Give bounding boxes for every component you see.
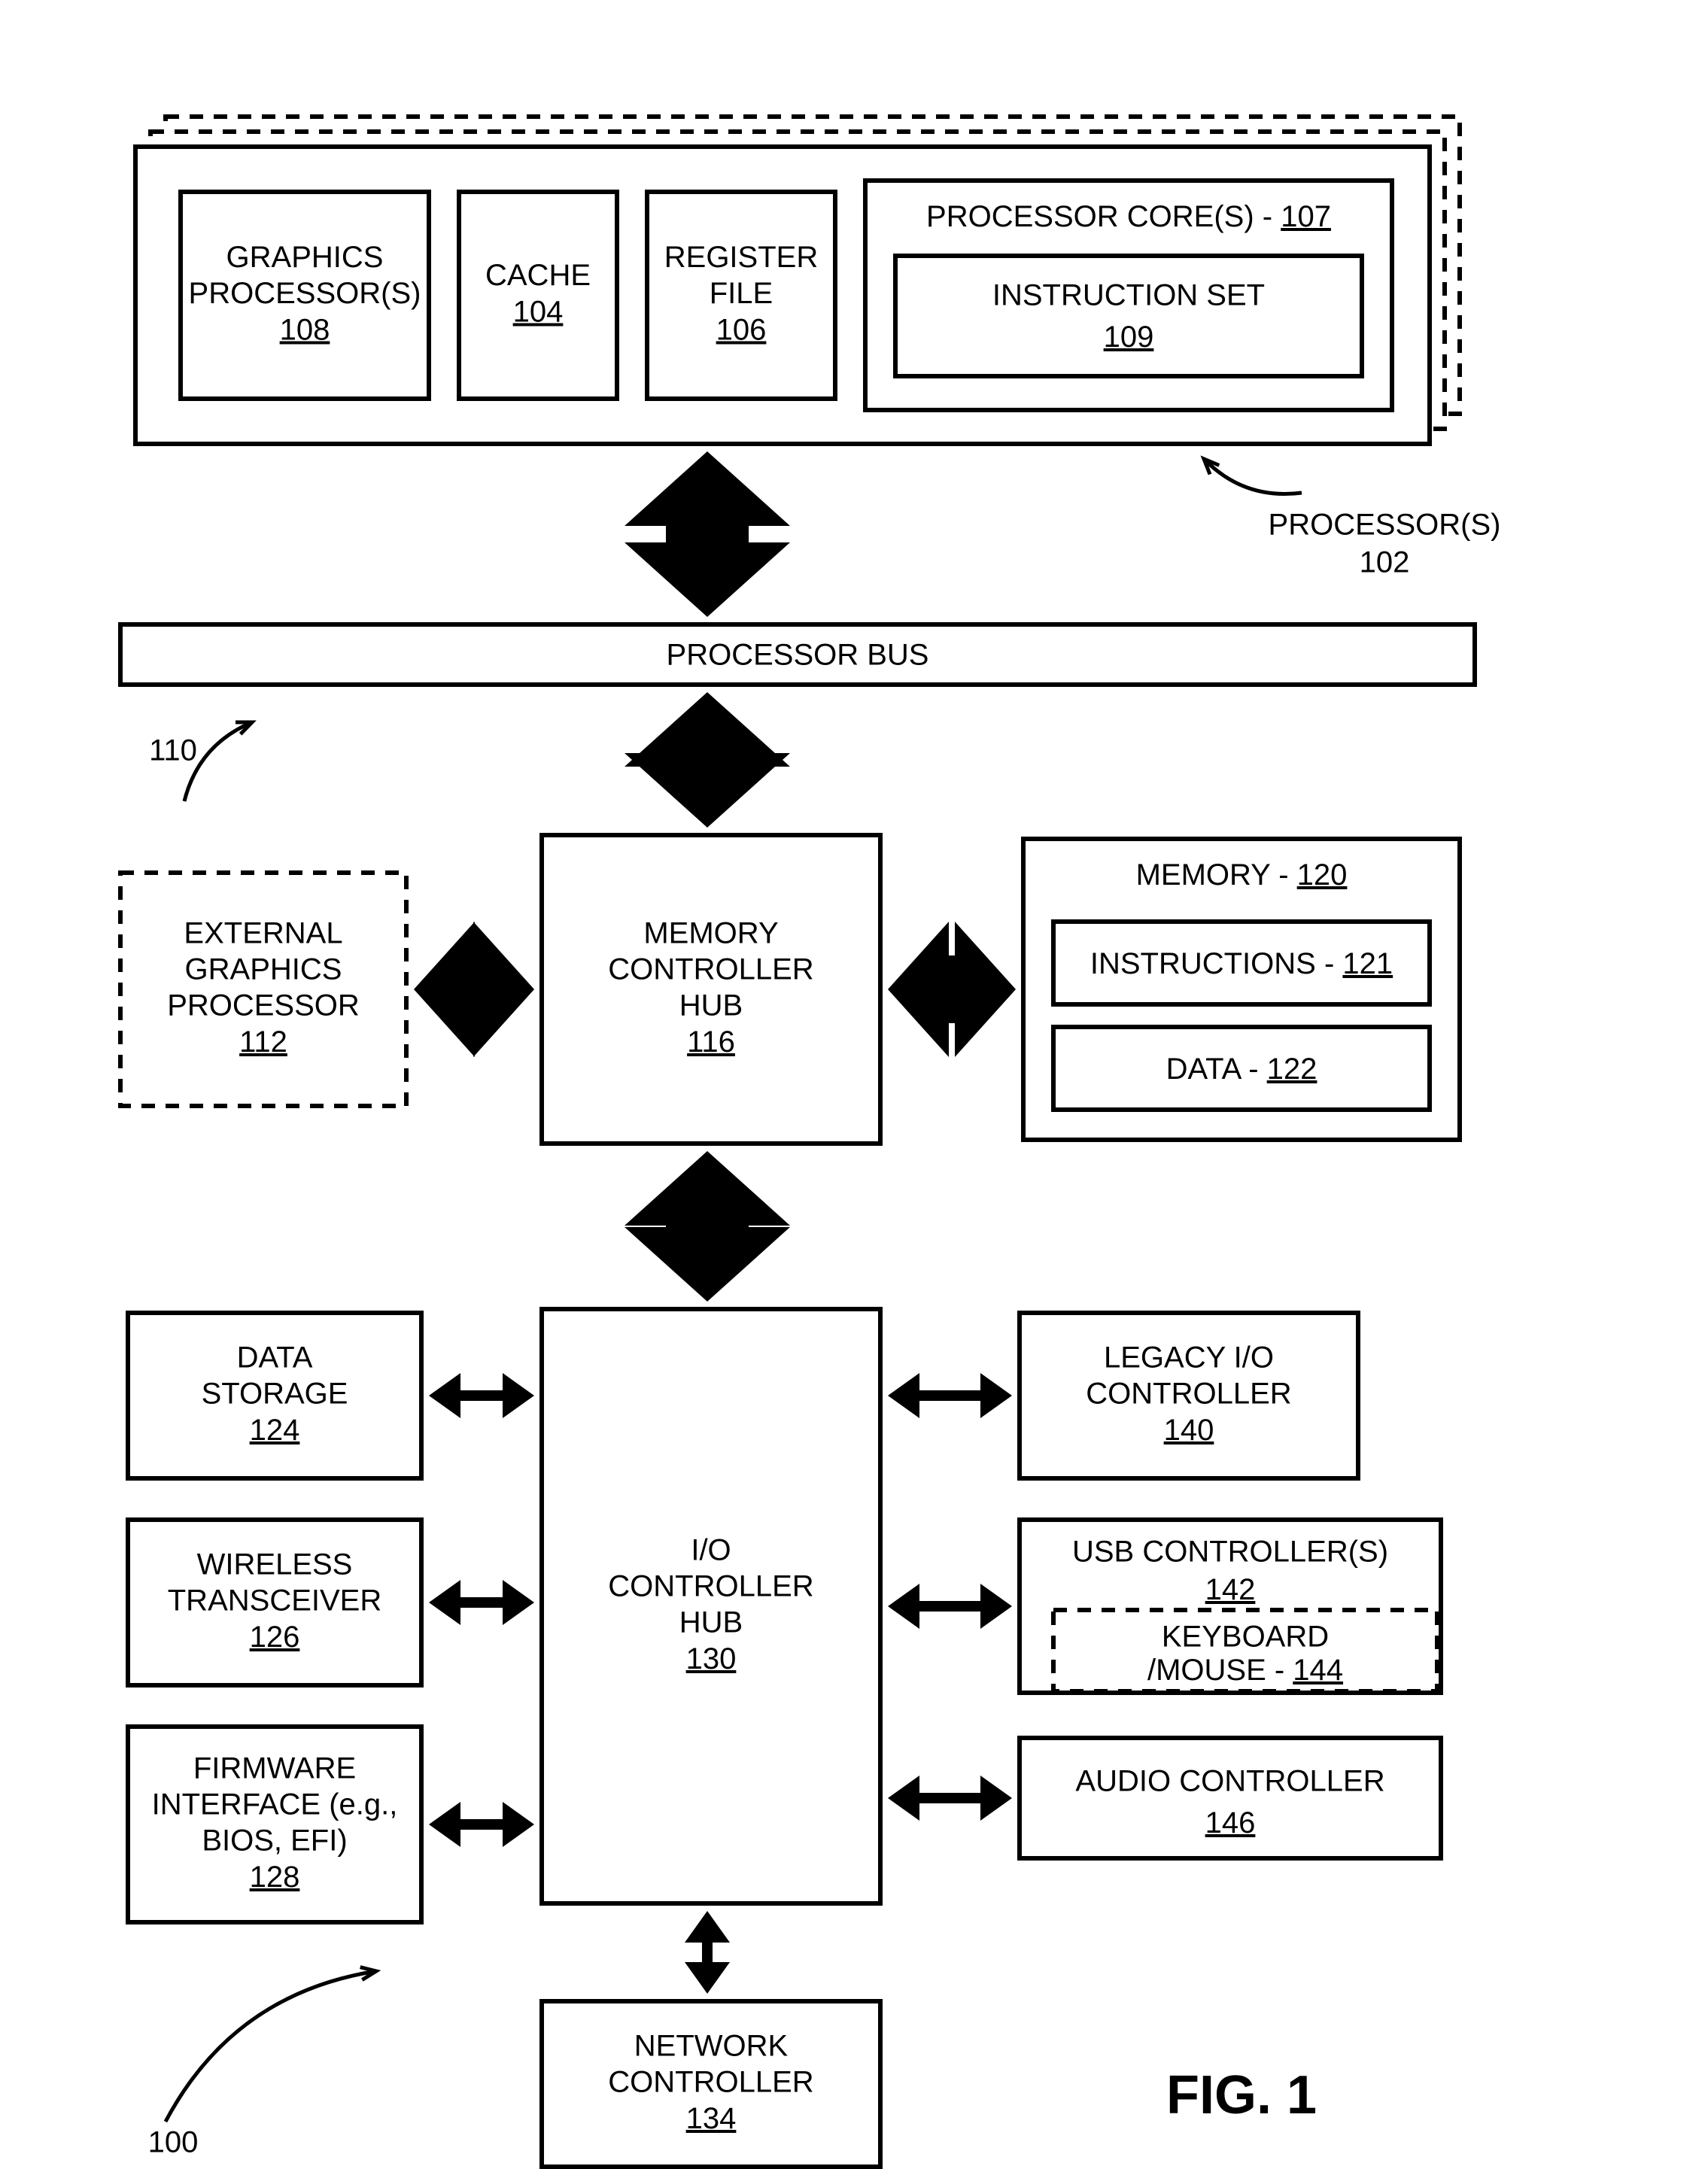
svg-text:142: 142 xyxy=(1205,1573,1256,1606)
svg-text:STORAGE: STORAGE xyxy=(202,1378,348,1411)
svg-text:DATA - 122: DATA - 122 xyxy=(1166,1053,1317,1086)
svg-text:109: 109 xyxy=(1104,320,1154,354)
svg-text:DATA: DATA xyxy=(237,1341,313,1375)
svg-text:140: 140 xyxy=(1164,1414,1214,1447)
svg-text:124: 124 xyxy=(250,1414,300,1447)
svg-text:146: 146 xyxy=(1205,1806,1256,1839)
svg-text:CONTROLLER: CONTROLLER xyxy=(608,2066,813,2099)
svg-text:134: 134 xyxy=(686,2102,737,2135)
svg-text:BIOS, EFI): BIOS, EFI) xyxy=(202,1824,347,1858)
svg-text:PROCESSOR BUS: PROCESSOR BUS xyxy=(667,639,929,672)
svg-text:REGISTER: REGISTER xyxy=(664,241,818,274)
svg-text:INSTRUCTION SET: INSTRUCTION SET xyxy=(992,279,1265,312)
svg-text:LEGACY I/O: LEGACY I/O xyxy=(1104,1341,1274,1375)
svg-text:110: 110 xyxy=(149,734,197,767)
svg-text:CACHE: CACHE xyxy=(485,259,591,292)
svg-text:INSTRUCTIONS - 121: INSTRUCTIONS - 121 xyxy=(1090,947,1393,980)
svg-text:100: 100 xyxy=(148,2126,199,2159)
svg-text:GRAPHICS: GRAPHICS xyxy=(226,241,384,274)
svg-text:MEMORY: MEMORY xyxy=(643,917,778,950)
svg-text:130: 130 xyxy=(686,1642,737,1675)
svg-text:FIG. 1: FIG. 1 xyxy=(1166,2065,1317,2125)
svg-text:PROCESSOR: PROCESSOR xyxy=(167,989,360,1022)
svg-text:PROCESSOR CORE(S) - 107: PROCESSOR CORE(S) - 107 xyxy=(926,200,1331,233)
svg-text:MEMORY - 120: MEMORY - 120 xyxy=(1136,858,1348,892)
svg-text:FIRMWARE: FIRMWARE xyxy=(193,1752,356,1785)
svg-text:GRAPHICS: GRAPHICS xyxy=(185,953,342,986)
svg-text:HUB: HUB xyxy=(679,1606,743,1639)
svg-text:/MOUSE - 144: /MOUSE - 144 xyxy=(1147,1654,1343,1687)
svg-text:FILE: FILE xyxy=(710,277,773,310)
svg-text:KEYBOARD: KEYBOARD xyxy=(1162,1621,1329,1654)
svg-text:WIRELESS: WIRELESS xyxy=(197,1548,353,1581)
svg-text:EXTERNAL: EXTERNAL xyxy=(184,917,342,950)
svg-text:CONTROLLER: CONTROLLER xyxy=(1086,1378,1291,1411)
svg-text:CONTROLLER: CONTROLLER xyxy=(608,1570,813,1603)
svg-text:TRANSCEIVER: TRANSCEIVER xyxy=(168,1584,382,1618)
svg-text:108: 108 xyxy=(280,313,330,346)
svg-text:INTERFACE (e.g.,: INTERFACE (e.g., xyxy=(152,1788,398,1821)
svg-text:PROCESSOR(S): PROCESSOR(S) xyxy=(1269,509,1501,542)
system-block-diagram: GRAPHICSPROCESSOR(S)108CACHE104REGISTERF… xyxy=(0,0,1708,2169)
svg-text:CONTROLLER: CONTROLLER xyxy=(608,953,813,986)
svg-text:I/O: I/O xyxy=(691,1534,731,1567)
svg-text:116: 116 xyxy=(687,1025,735,1059)
svg-text:104: 104 xyxy=(513,295,564,328)
svg-text:128: 128 xyxy=(250,1861,300,1894)
svg-text:AUDIO CONTROLLER: AUDIO CONTROLLER xyxy=(1075,1765,1384,1798)
svg-text:PROCESSOR(S): PROCESSOR(S) xyxy=(189,277,421,310)
svg-text:USB CONTROLLER(S): USB CONTROLLER(S) xyxy=(1072,1536,1388,1569)
svg-text:NETWORK: NETWORK xyxy=(634,2030,789,2063)
svg-text:126: 126 xyxy=(250,1621,300,1654)
svg-text:102: 102 xyxy=(1360,546,1410,579)
svg-text:112: 112 xyxy=(239,1025,287,1059)
svg-text:106: 106 xyxy=(716,313,767,346)
svg-text:HUB: HUB xyxy=(679,989,743,1022)
